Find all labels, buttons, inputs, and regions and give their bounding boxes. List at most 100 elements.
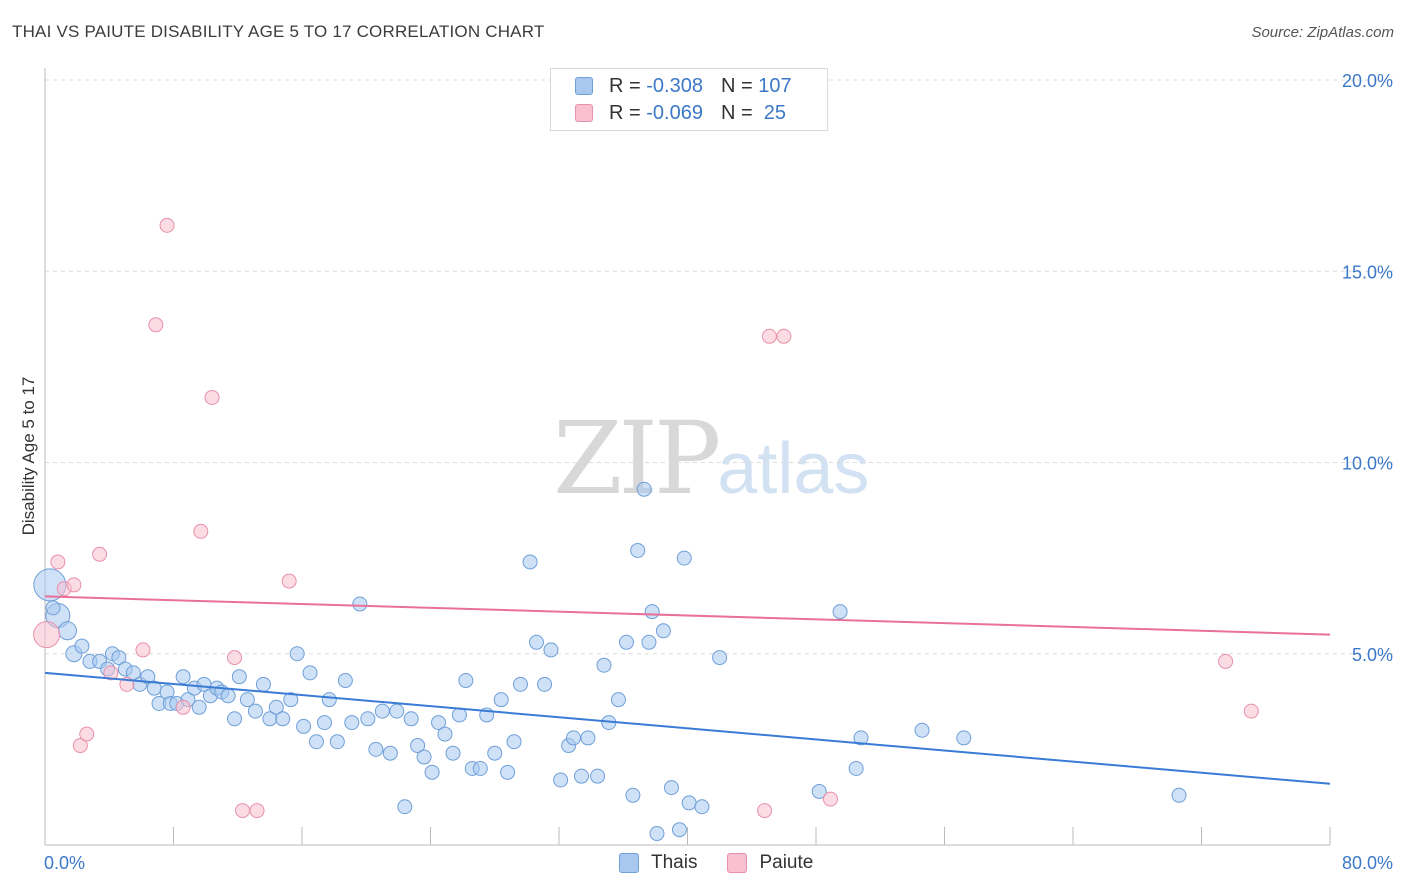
thais-point: [175, 669, 191, 685]
thais-point: [493, 692, 509, 708]
thais-point: [655, 623, 671, 639]
paiute-point: [281, 573, 297, 589]
legend-r-label: R =: [609, 101, 647, 124]
thais-point: [848, 761, 864, 776]
thais-point: [712, 650, 728, 666]
y-tick-label: 20.0%: [1342, 71, 1393, 91]
thais-point: [302, 665, 318, 681]
thais-point: [832, 604, 848, 620]
thais-point: [853, 730, 869, 746]
thais-point: [506, 734, 522, 750]
thais-point: [403, 711, 419, 727]
trend-lines: [44, 595, 1331, 785]
thais-point: [681, 795, 697, 811]
legend-n-value: 107: [758, 74, 792, 97]
thais-point: [368, 741, 384, 757]
thais-point: [596, 657, 612, 673]
thais-point: [308, 734, 324, 750]
thais-point: [397, 799, 413, 815]
series-swatch-paiute: [727, 853, 748, 873]
thais-point: [191, 699, 207, 715]
thais-point: [140, 669, 156, 685]
series-legend: Thais Paiute: [619, 852, 843, 874]
thais-point: [74, 638, 90, 654]
thais-point: [811, 783, 827, 799]
paiute-trend-line: [44, 595, 1331, 636]
thais-point: [410, 738, 426, 754]
x-tick-label: 80.0%: [1342, 853, 1393, 873]
paiute-point: [757, 803, 773, 819]
watermark-atlas: atlas: [717, 429, 870, 509]
watermark: ZIPatlas: [553, 400, 869, 517]
thais-point: [472, 761, 488, 776]
thais-point: [630, 542, 646, 558]
thais-point: [344, 715, 360, 731]
paiute-point: [33, 621, 61, 649]
thais-point: [694, 799, 710, 815]
paiute-point: [50, 554, 66, 570]
thais-point: [352, 596, 368, 612]
thais-point: [416, 749, 432, 765]
thais-point: [956, 730, 972, 746]
series-legend-paiute[interactable]: Paiute: [727, 852, 813, 874]
thais-point: [636, 481, 652, 497]
thais-point: [649, 826, 665, 842]
watermark-zip: ZIP: [553, 400, 721, 517]
paiute-point: [1243, 703, 1259, 719]
legend-n-label: N =: [720, 101, 759, 124]
legend-swatch-paiute: [575, 104, 593, 122]
thais-point: [543, 642, 559, 658]
thais-point: [289, 646, 305, 662]
thais-point: [268, 699, 284, 715]
paiute-point: [72, 738, 88, 754]
y-tick-label: 10.0%: [1342, 454, 1393, 474]
thais-point: [431, 715, 447, 731]
thais-point: [239, 692, 255, 708]
thais-point: [553, 772, 569, 788]
paiute-point: [235, 803, 251, 819]
thais-point: [512, 676, 528, 692]
legend-swatch-thais: [575, 77, 593, 95]
thais-point: [329, 734, 345, 750]
paiute-point: [822, 791, 838, 807]
thais-point: [247, 703, 263, 719]
thais-point: [374, 703, 390, 719]
thais-point: [500, 764, 516, 780]
paiute-point: [148, 317, 164, 333]
thais-point: [671, 822, 687, 838]
tick-labels: 5.0% 10.0% 15.0% 20.0% 0.0% 80.0%: [44, 71, 1393, 873]
thais-point: [618, 634, 634, 650]
thais-point: [57, 621, 77, 641]
x-tick-label: 0.0%: [44, 853, 85, 873]
thais-point: [529, 634, 545, 650]
thais-point: [321, 692, 337, 708]
y-tick-label: 5.0%: [1352, 645, 1393, 665]
axes: [44, 68, 1331, 846]
thais-point: [227, 711, 243, 727]
thais-point: [914, 722, 930, 738]
correlation-legend: R = -0.308 N = 107 R = -0.069 N = 25: [550, 68, 828, 131]
source-label: Source: ZipAtlas.com: [1251, 24, 1394, 41]
series-legend-thais[interactable]: Thais: [619, 852, 697, 874]
series-paiute: [33, 217, 1259, 819]
thais-point: [382, 745, 398, 761]
paiute-point: [159, 217, 175, 233]
paiute-point: [249, 803, 265, 819]
paiute-point: [1218, 653, 1234, 669]
paiute-point: [79, 726, 95, 742]
thais-point: [316, 715, 332, 731]
thais-point: [625, 787, 641, 803]
thais-point: [610, 692, 626, 708]
thais-point: [573, 768, 589, 784]
paiute-point: [227, 650, 243, 666]
thais-point: [590, 768, 606, 784]
paiute-point: [66, 577, 82, 593]
thais-point: [458, 673, 474, 689]
thais-point: [255, 676, 271, 692]
thais-point: [275, 711, 291, 727]
paiute-point: [193, 523, 209, 539]
thais-point: [437, 726, 453, 742]
thais-trend-line: [44, 671, 1331, 785]
legend-r-value: -0.308: [646, 74, 703, 97]
